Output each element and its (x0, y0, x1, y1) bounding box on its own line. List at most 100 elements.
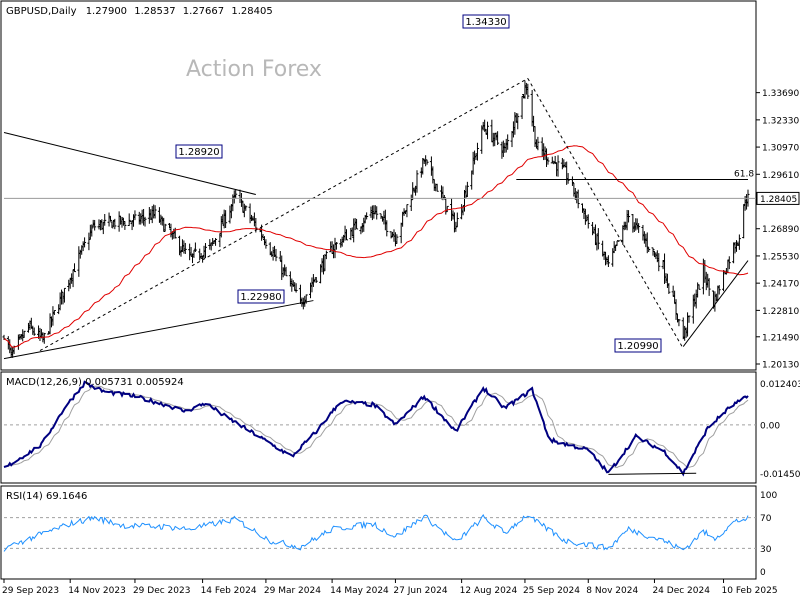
moving-average (3, 145, 749, 348)
svg-text:1.28920: 1.28920 (178, 147, 219, 158)
price-bar (425, 159, 429, 165)
rsi-tick-label: 100 (760, 491, 777, 501)
price-tick-label: 1.26890 (762, 225, 799, 235)
date-tick-label: 10 Feb 2025 (722, 586, 778, 596)
price-bar (596, 228, 600, 250)
rsi-tick-label: 0 (760, 568, 766, 578)
price-bar (445, 205, 449, 213)
price-bar (435, 183, 439, 192)
price-bar (123, 221, 127, 230)
price-bar (556, 155, 560, 177)
date-tick-label: 29 Mar 2024 (264, 586, 321, 596)
price-bar (415, 170, 419, 193)
price-bar (87, 232, 91, 251)
price-label: 1.34330 (462, 14, 510, 29)
rsi-label: RSI(14) 69.1646 (6, 491, 87, 502)
fib-level-label: 61.8 (734, 169, 754, 179)
price-bar (108, 215, 112, 222)
macd-label: MACD(12,26,9) 0.005731 0.005924 (6, 377, 184, 388)
price-bar (52, 309, 56, 316)
rsi-tick-label: 30 (760, 545, 772, 555)
date-axis: 29 Sep 2023 14 Nov 2023 29 Dec 2023 14 Feb … (2, 579, 778, 596)
date-tick-label: 25 Sep 2024 (523, 586, 580, 596)
price-bar (395, 234, 399, 244)
price-bar (616, 240, 620, 242)
price-bar (687, 315, 691, 323)
high-value: 1.28537 (134, 6, 175, 17)
price-bar (465, 181, 469, 198)
price-tick-label: 1.25530 (762, 252, 799, 262)
price-bar (576, 189, 580, 209)
price-bar (284, 266, 288, 277)
date-tick-label: 14 Nov 2023 (68, 586, 126, 596)
rsi-panel-frame (0, 485, 757, 580)
price-tick-label: 1.29610 (762, 171, 799, 181)
price-tick-label: 1.30970 (762, 144, 799, 154)
price-bar (83, 237, 87, 248)
date-tick-label: 8 Nov 2024 (586, 586, 638, 596)
price-bar (244, 205, 248, 211)
price-bar (214, 238, 218, 246)
current-price-box (756, 191, 800, 205)
price-bar (586, 214, 590, 229)
price-bar (73, 263, 77, 273)
price-bar (22, 330, 26, 338)
date-tick-label: 12 Aug 2024 (460, 586, 518, 596)
date-tick-label: 24 Dec 2024 (652, 586, 710, 596)
price-bar (344, 229, 348, 241)
price-bar (385, 220, 389, 237)
price-bar (606, 255, 610, 267)
price-bar (113, 218, 117, 230)
price-bar (455, 212, 459, 228)
price-bar (163, 223, 167, 232)
rsi-indicator: 100 70 30 0 (3, 491, 777, 578)
chart-header: GBPUSD,Daily 1.27900 1.28537 1.27667 1.2… (6, 6, 273, 17)
low-value: 1.27667 (183, 6, 224, 17)
price-bar (62, 287, 66, 303)
macd-trend-line (608, 472, 697, 475)
svg-text:1.22980: 1.22980 (240, 292, 281, 303)
price-bar (475, 142, 479, 161)
price-bar (203, 243, 207, 259)
upper-triangle-line (3, 131, 256, 195)
price-bar (737, 234, 741, 250)
price-bar (103, 213, 107, 226)
price-bar (183, 242, 187, 255)
price-bar (193, 242, 197, 252)
ma-line (3, 145, 749, 348)
rsi-tick-label: 70 (760, 514, 772, 524)
macd-main-line (3, 380, 749, 477)
price-bar (355, 218, 359, 230)
price-bar (506, 134, 510, 150)
price-bar (627, 210, 631, 223)
price-bar (42, 332, 46, 344)
price-bar (93, 219, 97, 231)
price-bar (153, 205, 157, 219)
price-bar (120, 216, 124, 228)
price-bar (647, 247, 651, 252)
price-tick-label: 1.33690 (762, 89, 799, 99)
price-bar (550, 156, 554, 164)
rsi-line (3, 514, 749, 552)
price-bar (536, 136, 540, 151)
price-tick-label: 1.20130 (762, 361, 799, 371)
price-label: 1.28920 (175, 144, 223, 159)
date-tick-label: 29 Sep 2023 (2, 586, 59, 596)
price-bar (677, 319, 681, 327)
close-value: 1.28405 (231, 6, 272, 17)
price-bar (405, 204, 409, 218)
price-bar (375, 206, 379, 220)
price-bar (717, 285, 721, 295)
price-bar (707, 278, 711, 296)
svg-text:1.34330: 1.34330 (465, 17, 506, 28)
price-bar (314, 277, 318, 283)
price-bar (546, 157, 550, 165)
date-tick-label: 14 Feb 2024 (201, 586, 257, 596)
price-axis: 1.33690 1.32330 1.30970 1.29610 1.26890 1.255… (4, 89, 800, 371)
price-bar (645, 232, 649, 254)
trend-lines (3, 78, 749, 360)
open-value: 1.27900 (86, 6, 127, 17)
price-panel-frame (0, 0, 757, 371)
price-bar (566, 173, 570, 184)
